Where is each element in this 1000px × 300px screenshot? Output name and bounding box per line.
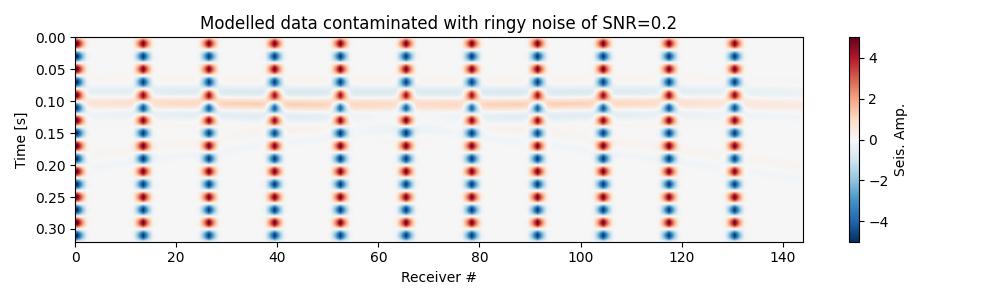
Y-axis label: Time [s]: Time [s] [15, 111, 29, 168]
Title: Modelled data contaminated with ringy noise of SNR=0.2: Modelled data contaminated with ringy no… [200, 15, 678, 33]
X-axis label: Receiver #: Receiver # [401, 271, 477, 285]
Y-axis label: Seis. Amp.: Seis. Amp. [894, 103, 908, 176]
